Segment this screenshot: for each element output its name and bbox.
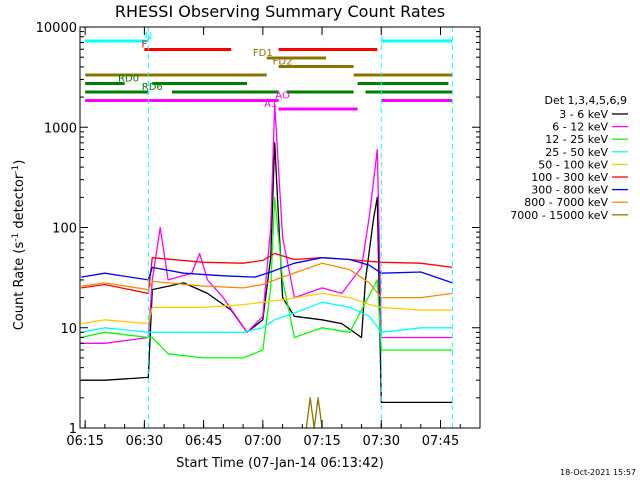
x-tick-label: 07:15 xyxy=(303,434,340,449)
series-line xyxy=(81,257,453,284)
x-tick-label: 06:45 xyxy=(185,434,222,449)
plot-frame xyxy=(79,26,481,429)
count-rate-series xyxy=(81,103,453,429)
chart-title: RHESSI Observing Summary Count Rates xyxy=(115,2,445,21)
legend-entry: 800 - 7000 keV xyxy=(524,196,608,209)
flag-label: A1 xyxy=(264,99,277,110)
legend-entry: 7000 - 15000 keV xyxy=(510,209,608,222)
series-line xyxy=(81,142,453,404)
legend-entry: 300 - 800 keV xyxy=(531,184,608,197)
observing-flags: NFFD1FD2RD0RD6AOA1 xyxy=(85,31,453,111)
series-line xyxy=(81,103,453,344)
legend-entry: 3 - 6 keV xyxy=(559,108,608,121)
series-line xyxy=(81,252,453,295)
x-axis-label: Start Time (07-Jan-14 06:13:42) xyxy=(176,456,384,471)
x-axis-ticks: 06:15 06:30 06:45 07:00 07:15 07:30 07:45 xyxy=(66,27,481,449)
x-tick-label: 06:30 xyxy=(126,434,163,449)
x-tick-label: 07:30 xyxy=(363,434,400,449)
flag-label: F xyxy=(141,40,147,51)
y-tick-label: 10 xyxy=(60,322,77,337)
legend-entry: 25 - 50 keV xyxy=(545,146,608,159)
series-line xyxy=(81,262,453,299)
flag-label: FD2 xyxy=(273,57,293,68)
flag-label: RD6 xyxy=(142,82,163,93)
series-line xyxy=(81,292,453,325)
x-tick-label: 07:45 xyxy=(422,434,459,449)
flag-label: RD0 xyxy=(118,74,139,85)
legend-entry: 50 - 100 keV xyxy=(538,158,608,171)
x-tick-label: 07:00 xyxy=(244,434,281,449)
legend-entry: 12 - 25 keV xyxy=(545,133,608,146)
y-axis-label: Count Rate (s-1 detector-1) xyxy=(11,160,27,331)
y-tick-label: 10000 xyxy=(36,21,77,36)
series-line xyxy=(81,301,453,333)
y-tick-label: 1000 xyxy=(44,121,77,136)
series-line xyxy=(305,397,323,429)
y-tick-label: 1 xyxy=(69,422,77,437)
y-tick-label: 100 xyxy=(52,222,77,237)
flag-label: AO xyxy=(275,91,290,102)
y-axis-ticks: 1 10 100 1000 10000 xyxy=(36,21,480,437)
footer-date: 18-Oct-2021 15:57 xyxy=(560,468,636,477)
legend-title: Det 1,3,4,5,6,9 xyxy=(544,94,627,107)
legend-entry: 6 - 12 keV xyxy=(552,121,608,134)
x-tick-label: 06:15 xyxy=(66,434,103,449)
flag-label: FD1 xyxy=(253,48,273,59)
series-line xyxy=(81,196,453,359)
legend-entry: 100 - 300 keV xyxy=(531,171,608,184)
attenuator-markers xyxy=(147,27,453,428)
